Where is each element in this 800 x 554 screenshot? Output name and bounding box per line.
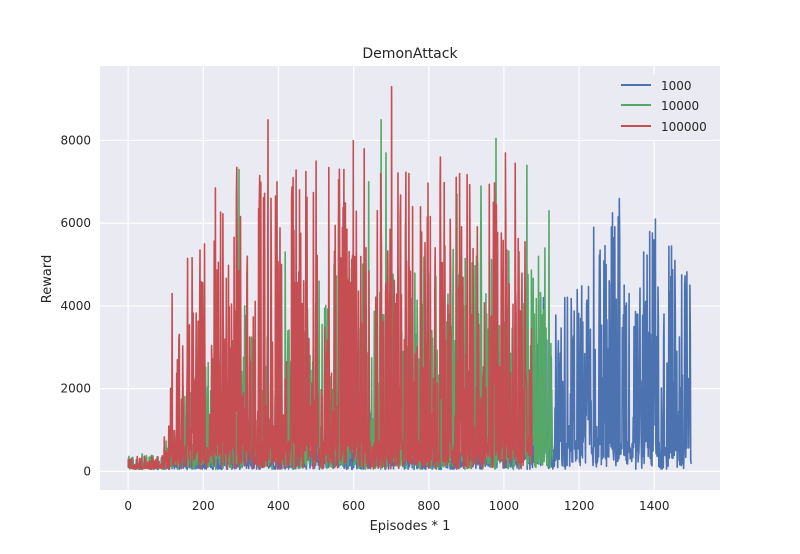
x-tick-label: 200 [192,499,215,513]
legend-label-10000: 10000 [661,99,699,113]
y-tick-label: 6000 [60,216,91,230]
series-layer [127,85,693,471]
x-tick-label: 400 [267,499,290,513]
legend: 1000 10000 100000 [612,74,712,140]
x-tick-label: 0 [124,499,132,513]
y-tick-label: 0 [83,464,91,478]
y-tick-label: 4000 [60,299,91,313]
chart-title: DemonAttack [362,46,458,62]
x-tick-label: 800 [417,499,440,513]
x-tick-label: 600 [342,499,365,513]
series-line-100000 [127,85,533,471]
x-tick-label: 1200 [564,499,595,513]
ticks: 0 200 400 600 800 1000 1200 1400 0 2000 4000 6000 80… [60,133,669,513]
y-axis-label: Reward [40,255,55,303]
legend-label-1000: 1000 [661,79,692,93]
legend-label-100000: 100000 [661,120,707,134]
y-tick-label: 8000 [60,133,91,147]
x-axis-label: Episodes * 1 [370,519,451,534]
y-tick-label: 2000 [60,382,91,396]
x-tick-label: 1400 [639,499,670,513]
x-tick-label: 1000 [489,499,520,513]
